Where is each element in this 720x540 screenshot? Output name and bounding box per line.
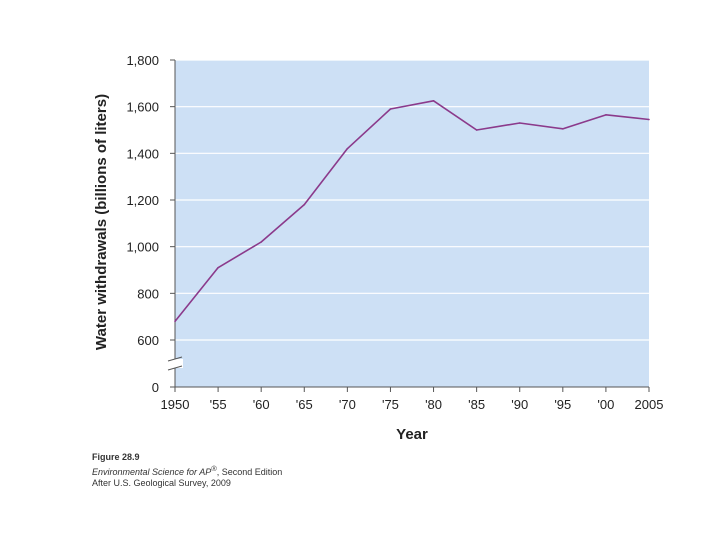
y-tick-label: 1,600: [126, 100, 159, 115]
x-axis-title: Year: [396, 426, 428, 443]
plot-area: [175, 60, 649, 387]
data-point: [432, 100, 435, 102]
y-tick-label: 0: [152, 380, 159, 395]
edition: , Second Edition: [216, 467, 283, 477]
x-tick-label: '65: [296, 397, 313, 412]
y-tick-label: 600: [137, 333, 159, 348]
x-tick-label: '55: [210, 397, 227, 412]
series-line: [174, 100, 650, 322]
axis-break-gap: [167, 359, 183, 368]
x-tick-label: 1950: [161, 397, 190, 412]
data-point: [346, 147, 349, 150]
data-point: [389, 108, 392, 110]
x-tick-label: '70: [339, 397, 356, 412]
x-tick-label: '60: [253, 397, 270, 412]
data-point: [303, 203, 306, 206]
figure-number: Figure 28.9: [92, 452, 140, 462]
y-tick-label: 1,000: [126, 240, 159, 255]
book-title: Environmental Science for AP: [92, 467, 212, 477]
axes: [174, 60, 649, 388]
series-group: [174, 100, 650, 323]
x-tick-label: '95: [554, 397, 571, 412]
axis-break-icon: [167, 356, 183, 371]
source-credit: After U.S. Geological Survey, 2009: [92, 478, 231, 488]
data-point: [260, 241, 262, 243]
y-tick-label: 1,400: [126, 146, 159, 161]
x-tick-label: '90: [511, 397, 528, 412]
x-tick-label: '00: [597, 397, 614, 412]
x-tick-label: '85: [468, 397, 485, 412]
axis-break-line: [167, 365, 183, 371]
data-point: [174, 320, 176, 323]
data-point: [217, 266, 219, 269]
x-axis-ticks: 1950 '55 '60 '65 '70 '75 '80 '85 '90 '95 '00 2005: [161, 387, 664, 412]
figure-caption: Figure 28.9 Environmental Science for AP…: [92, 452, 282, 489]
y-tick-label: 800: [137, 286, 159, 301]
data-point: [475, 129, 478, 131]
axis-break-line: [167, 356, 183, 362]
x-tick-label: '75: [382, 397, 399, 412]
y-axis-title: Water withdrawals (billions of liters): [93, 94, 110, 350]
data-point: [605, 114, 607, 116]
registered-mark: ®: [211, 464, 217, 473]
y-tick-label: 1,800: [126, 53, 159, 68]
data-point: [562, 128, 564, 130]
x-tick-label: '80: [425, 397, 442, 412]
y-axis-ticks: 0 600 800 1,000 1,200 1,400 1,600 1,800: [126, 53, 175, 395]
data-point: [518, 122, 521, 124]
x-tick-label: 2005: [635, 397, 664, 412]
data-point: [648, 118, 650, 121]
book-citation: Environmental Science for AP®, Second Ed…: [92, 463, 282, 478]
y-tick-label: 1,200: [126, 193, 159, 208]
